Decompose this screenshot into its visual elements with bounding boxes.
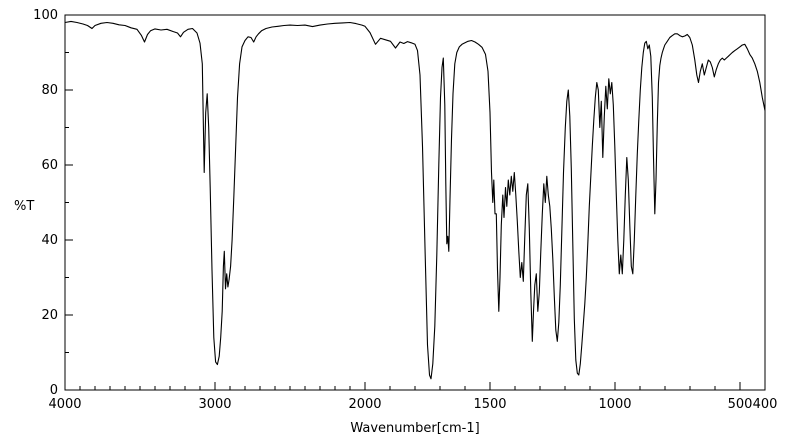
plot-border: [64, 14, 766, 391]
x-tick-label: 400: [753, 397, 778, 412]
x-tick-label: 4000: [48, 397, 81, 412]
y-tick-label: 20: [41, 308, 58, 323]
x-axis-title: Wavenumber[cm-1]: [350, 421, 479, 436]
x-tick-label: 500: [728, 397, 753, 412]
x-tick-label: 1500: [473, 397, 506, 412]
y-tick-label: 80: [41, 83, 58, 98]
y-tick-label: 0: [50, 383, 58, 398]
x-tick-label: 2000: [348, 397, 381, 412]
y-tick-label: 40: [41, 233, 58, 248]
y-tick-label: 60: [41, 158, 58, 173]
y-axis-title: %T: [14, 199, 34, 214]
spectrum-trace: [64, 20, 766, 380]
x-tick-label: 3000: [198, 397, 231, 412]
y-tick-label: 100: [33, 8, 58, 23]
x-tick-label: 1000: [598, 397, 631, 412]
